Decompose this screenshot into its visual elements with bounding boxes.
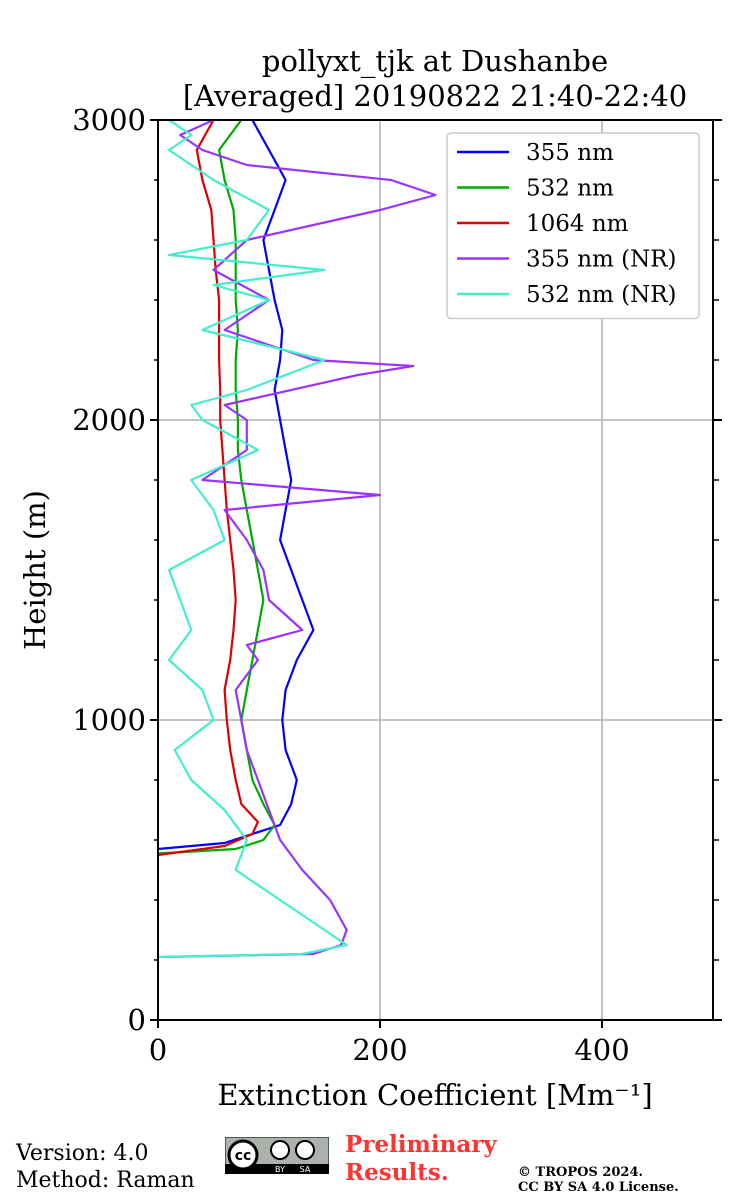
chart-title-line2: [Averaged] 20190822 21:40-22:40 [183, 79, 687, 113]
series-layer [157, 118, 437, 959]
version-method-note: Version: 4.0 Method: Raman [16, 1140, 195, 1194]
x-tick-label: 200 [352, 1033, 407, 1067]
version-text: Version: 4.0 [16, 1141, 149, 1166]
y-tick-label: 1000 [72, 703, 146, 737]
sa-icon [295, 1140, 315, 1160]
legend-label: 1064 nm [526, 211, 629, 237]
y-tick-label: 0 [128, 1003, 146, 1037]
y-tick-label: 3000 [72, 103, 146, 137]
legend-label: 532 nm (NR) [526, 282, 677, 308]
by-icon [270, 1140, 290, 1160]
series-line-532-nm-nr [157, 119, 348, 959]
copyright-line2: CC BY SA 4.0 License. [518, 1180, 679, 1195]
cc-symbol-text: cc [235, 1148, 252, 1164]
x-axis-label: Extinction Coefficient [Mm⁻¹] [217, 1078, 652, 1112]
y-axis-label: Height (m) [18, 490, 52, 650]
axis-ticks: 0 200 400 0 1000 2000 3000 [72, 103, 722, 1067]
cc-by-sa-license-badge: cc BY SA [225, 1137, 329, 1174]
preliminary-results-note: Preliminary Results. [345, 1131, 497, 1187]
plot-frame [157, 119, 714, 1021]
copyright-note: © TROPOS 2024. CC BY SA 4.0 License. [518, 1165, 679, 1195]
method-text: Method: Raman [16, 1168, 195, 1193]
series-line-532-nm [157, 119, 276, 855]
legend-label: 532 nm [526, 176, 614, 202]
sa-text: SA [300, 1165, 311, 1174]
preliminary-line2: Results. [345, 1159, 449, 1186]
preliminary-line1: Preliminary [345, 1131, 497, 1158]
y-tick-label: 2000 [72, 403, 146, 437]
x-tick-label: 400 [574, 1033, 629, 1067]
legend-label: 355 nm [526, 140, 614, 166]
chart-title-line1: pollyxt_tjk at Dushanbe [262, 44, 608, 79]
legend-box [446, 132, 700, 320]
series-line-355-nm-nr [157, 118, 437, 959]
legend: 355 nm 532 nm 1064 nm 355 nm (NR) 532 nm (NR… [446, 132, 700, 320]
x-tick-label: 0 [149, 1033, 167, 1067]
legend-label: 355 nm (NR) [526, 247, 677, 273]
copyright-line1: © TROPOS 2024. [518, 1165, 644, 1180]
by-text: BY [275, 1165, 285, 1174]
series-line-355-nm [157, 119, 315, 851]
series-line-1064-nm [157, 119, 259, 857]
